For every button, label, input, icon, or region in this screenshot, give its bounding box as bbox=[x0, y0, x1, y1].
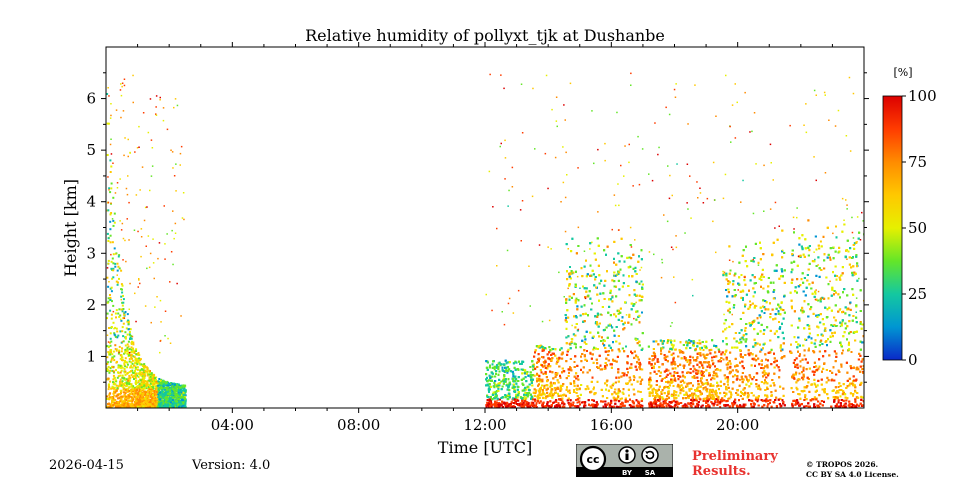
share-alike-icon bbox=[641, 446, 659, 464]
colorbar-tick-label: 100 bbox=[908, 87, 937, 105]
y-tick-label: 3 bbox=[86, 244, 96, 262]
x-axis: 04:00 08:00 12:00 16:00 20:00 bbox=[137, 42, 833, 434]
copyright-note: © TROPOS 2026. CC BY SA 4.0 License. bbox=[806, 460, 899, 479]
y-axis-label: Height [km] bbox=[61, 179, 80, 277]
heatmap-pixels bbox=[106, 72, 864, 408]
y-axis: 1 2 3 4 5 6 bbox=[86, 72, 869, 383]
colorbar-tick-label: 75 bbox=[908, 153, 927, 171]
cc-by-sa-badge[interactable]: cc BY SA bbox=[576, 444, 673, 477]
colorbar-ticks: 0 25 50 75 100 bbox=[902, 87, 937, 369]
colorbar-tick-label: 0 bbox=[908, 351, 918, 369]
footer-date: 2026-04-15 bbox=[49, 458, 124, 473]
y-tick-label: 2 bbox=[86, 296, 96, 314]
chart-title: Relative humidity of pollyxt_tjk at Dush… bbox=[305, 26, 665, 45]
x-tick-label: 12:00 bbox=[463, 416, 506, 434]
y-tick-label: 1 bbox=[86, 347, 96, 365]
cc-icon bbox=[579, 445, 607, 473]
x-tick-label: 04:00 bbox=[211, 416, 254, 434]
y-tick-label: 4 bbox=[86, 193, 96, 211]
colorbar-tick-label: 50 bbox=[908, 219, 927, 237]
colorbar bbox=[882, 95, 903, 361]
colorbar-unit: [%] bbox=[893, 66, 912, 79]
y-tick-label: 6 bbox=[86, 90, 96, 108]
y-tick-label: 5 bbox=[86, 141, 96, 159]
x-tick-label: 20:00 bbox=[716, 416, 759, 434]
colorbar-tick-label: 25 bbox=[908, 285, 927, 303]
x-tick-label: 16:00 bbox=[590, 416, 633, 434]
footer-version: Version: 4.0 bbox=[192, 458, 271, 473]
x-axis-label: Time [UTC] bbox=[438, 438, 532, 457]
x-tick-label: 08:00 bbox=[337, 416, 380, 434]
preliminary-results-note: Preliminary Results. bbox=[692, 449, 778, 479]
